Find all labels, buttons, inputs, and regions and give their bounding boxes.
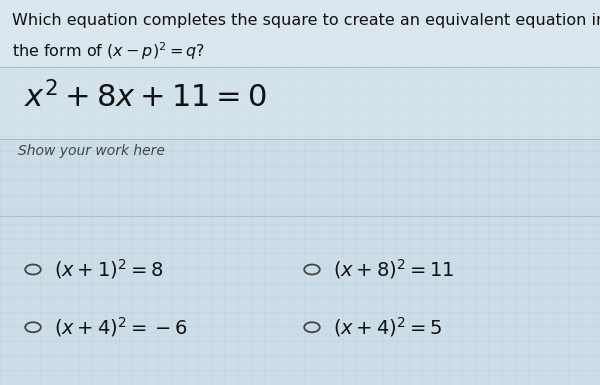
Text: $(x+1)^2=8$: $(x+1)^2=8$ — [54, 258, 164, 281]
Text: $(x+4)^2=-6$: $(x+4)^2=-6$ — [54, 315, 188, 339]
Text: Show your work here: Show your work here — [18, 144, 165, 158]
Text: the form of $(x-p)^2=q$?: the form of $(x-p)^2=q$? — [12, 40, 205, 62]
Text: $(x+8)^2=11$: $(x+8)^2=11$ — [333, 258, 454, 281]
Text: $x^2+8x+11=0$: $x^2+8x+11=0$ — [24, 81, 266, 113]
Text: $(x+4)^2=5$: $(x+4)^2=5$ — [333, 315, 442, 339]
Text: Which equation completes the square to create an equivalent equation in: Which equation completes the square to c… — [12, 13, 600, 28]
Bar — [0, 67, 600, 139]
Bar — [0, 0, 600, 67]
